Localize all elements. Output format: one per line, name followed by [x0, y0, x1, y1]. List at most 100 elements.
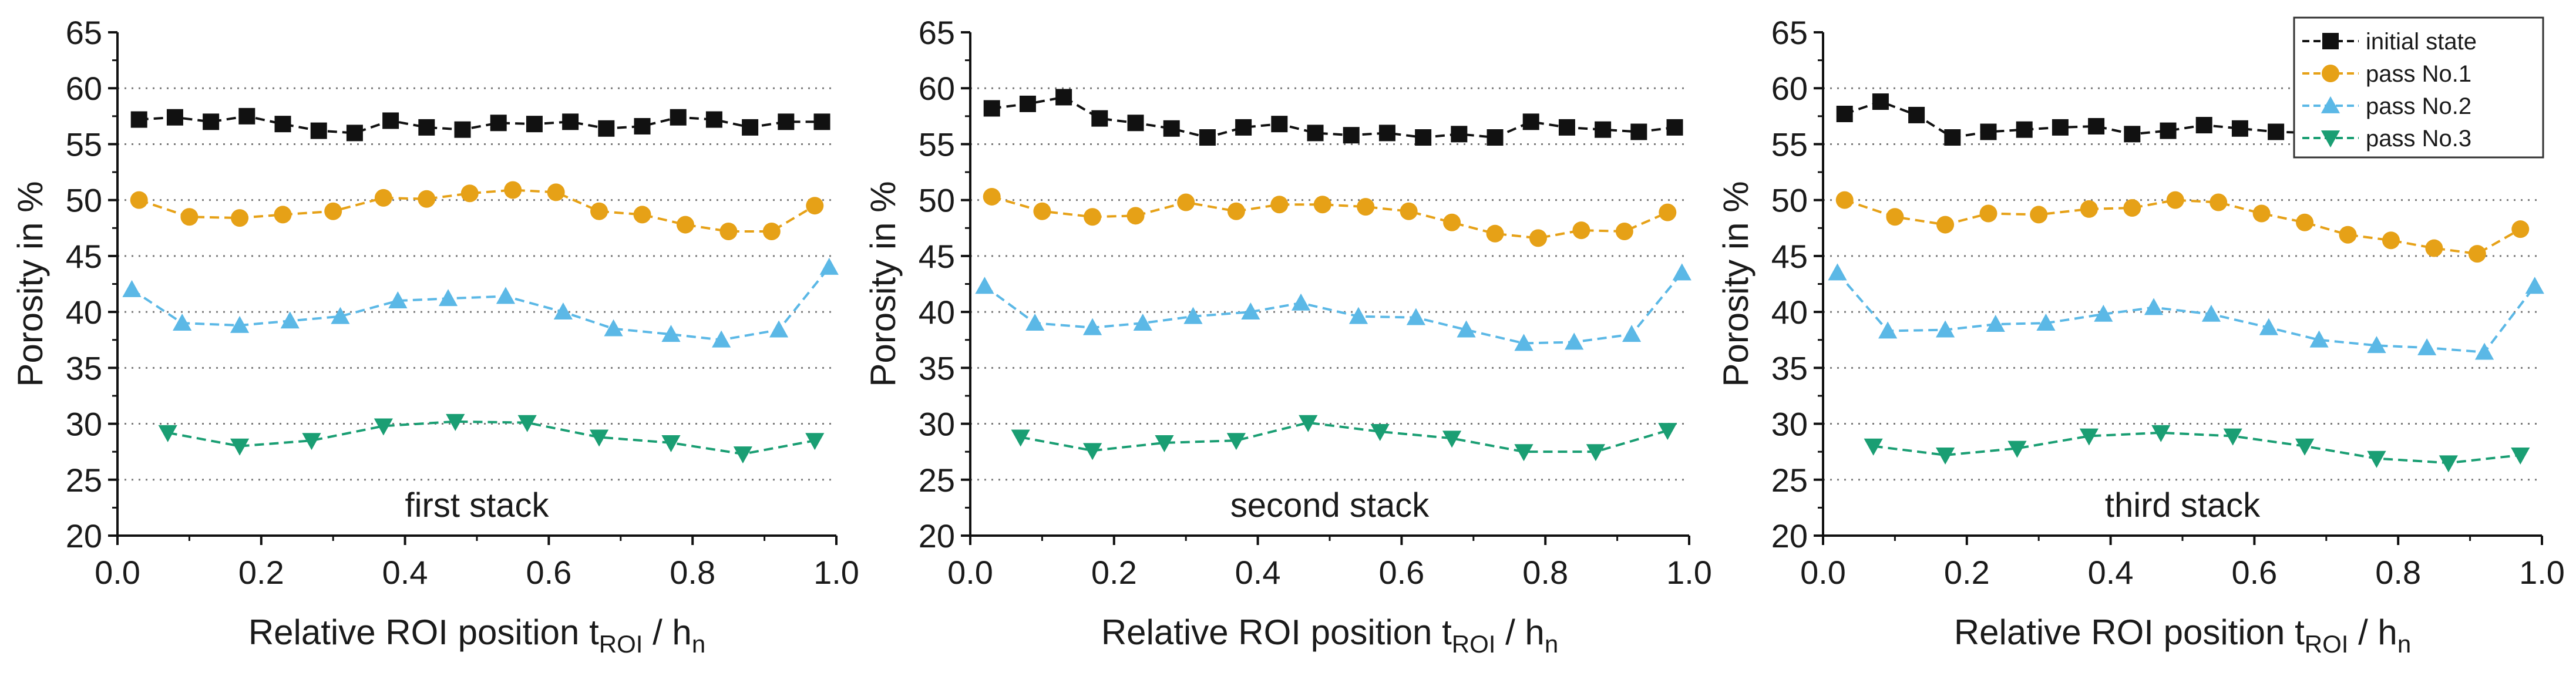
series-pass-no-2 — [122, 257, 839, 348]
data-point — [310, 122, 327, 139]
legend-entry: initial state — [2302, 29, 2477, 55]
x-tick-label: 0.4 — [1235, 554, 1281, 591]
legend-entry: pass No.3 — [2302, 126, 2471, 152]
data-point — [2223, 428, 2242, 446]
x-tick-label: 0.2 — [238, 554, 284, 591]
data-point — [778, 113, 795, 130]
data-point — [1199, 129, 1216, 146]
data-point — [1658, 423, 1677, 440]
data-point — [1307, 125, 1324, 142]
data-point — [590, 202, 608, 220]
data-point — [2295, 438, 2315, 456]
series-pass-no-3 — [158, 413, 825, 464]
legend: initial state pass No.1 pass No.2 pass No.3 — [2293, 16, 2544, 159]
data-point — [173, 314, 192, 331]
series-line — [984, 272, 1683, 345]
y-tick-label: 20 — [66, 517, 102, 554]
data-point — [1183, 307, 1203, 324]
data-point — [1872, 93, 1889, 110]
series-line — [167, 420, 815, 456]
series-line — [1020, 421, 1668, 453]
y-tick-label: 40 — [919, 294, 955, 331]
data-point — [733, 446, 752, 464]
data-point — [2367, 450, 2386, 468]
y-tick-label: 25 — [919, 462, 955, 499]
series-line — [1836, 272, 2536, 354]
x-axis-title: Relative ROI position tROI / hn — [248, 613, 705, 658]
series-pass-no-2 — [1828, 263, 2544, 360]
y-tick-label: 60 — [66, 70, 102, 107]
data-point — [1370, 424, 1390, 441]
data-point — [1313, 196, 1331, 214]
y-tick-label: 55 — [1771, 126, 1808, 163]
data-point — [1487, 129, 1504, 146]
data-point — [670, 109, 687, 126]
data-point — [2252, 204, 2271, 223]
y-tick-label: 65 — [1771, 14, 1808, 51]
data-point — [1270, 196, 1289, 214]
data-point — [238, 107, 255, 125]
series-initial-state — [130, 107, 830, 142]
data-point — [2124, 126, 2141, 143]
data-point — [1011, 429, 1030, 447]
data-point — [1400, 202, 1418, 220]
series-pass-no-2 — [975, 263, 1691, 351]
x-tick-label: 0.8 — [670, 554, 715, 591]
y-tick-label: 55 — [919, 126, 955, 163]
data-point — [1659, 203, 1677, 221]
data-point — [604, 319, 623, 337]
panel-label: second stack — [1230, 486, 1430, 524]
data-point — [1836, 106, 1853, 123]
data-point — [2088, 117, 2105, 134]
y-tick-label: 35 — [919, 349, 955, 386]
x-tick-label: 0.2 — [1091, 554, 1137, 591]
data-point — [130, 111, 147, 128]
data-point — [1514, 334, 1534, 351]
legend-marker — [2322, 33, 2339, 49]
data-point — [1443, 213, 1461, 231]
data-point — [1241, 302, 1260, 319]
data-point — [2036, 314, 2056, 331]
data-point — [634, 117, 651, 134]
data-point — [1271, 116, 1288, 133]
data-point — [2231, 120, 2248, 137]
data-point — [769, 320, 789, 338]
data-point — [2151, 425, 2171, 442]
data-point — [1163, 120, 1180, 137]
data-point — [158, 425, 177, 442]
data-point — [1486, 224, 1504, 243]
data-point — [2511, 448, 2530, 465]
data-point — [1630, 123, 1647, 140]
y-tick-label: 65 — [66, 14, 102, 51]
data-point — [1986, 314, 2005, 332]
data-point — [504, 181, 522, 199]
panel-2: 20 25 30 35 40 45 50 55 60 65 0.0 0.2 0.4 0.6 0.8 1.0 Po… — [863, 14, 1712, 658]
data-point — [676, 216, 694, 234]
data-point — [1935, 320, 1955, 338]
x-tick-label: 0.6 — [2231, 554, 2277, 591]
data-point — [1565, 332, 1584, 350]
series-line — [1873, 431, 2521, 465]
panel-label: third stack — [2105, 486, 2261, 524]
data-point — [2339, 226, 2357, 244]
data-point — [1936, 216, 1955, 234]
data-point — [819, 257, 839, 275]
data-point — [382, 112, 399, 129]
data-point — [490, 115, 507, 132]
y-tick-label: 25 — [66, 462, 102, 499]
data-point — [1126, 207, 1145, 225]
data-point — [374, 189, 392, 207]
y-tick-label: 35 — [66, 349, 102, 386]
data-point — [460, 184, 479, 203]
x-tick-label: 1.0 — [813, 554, 859, 591]
data-point — [2094, 304, 2113, 322]
y-tick-label: 60 — [919, 70, 955, 107]
data-point — [1672, 263, 1691, 281]
y-axis-title: Porosity in % — [11, 181, 50, 386]
data-point — [806, 197, 824, 215]
y-tick-label: 50 — [919, 182, 955, 219]
data-point — [1529, 229, 1547, 247]
data-point — [2525, 277, 2544, 294]
y-tick-label: 30 — [1771, 406, 1808, 443]
data-point — [418, 119, 435, 136]
